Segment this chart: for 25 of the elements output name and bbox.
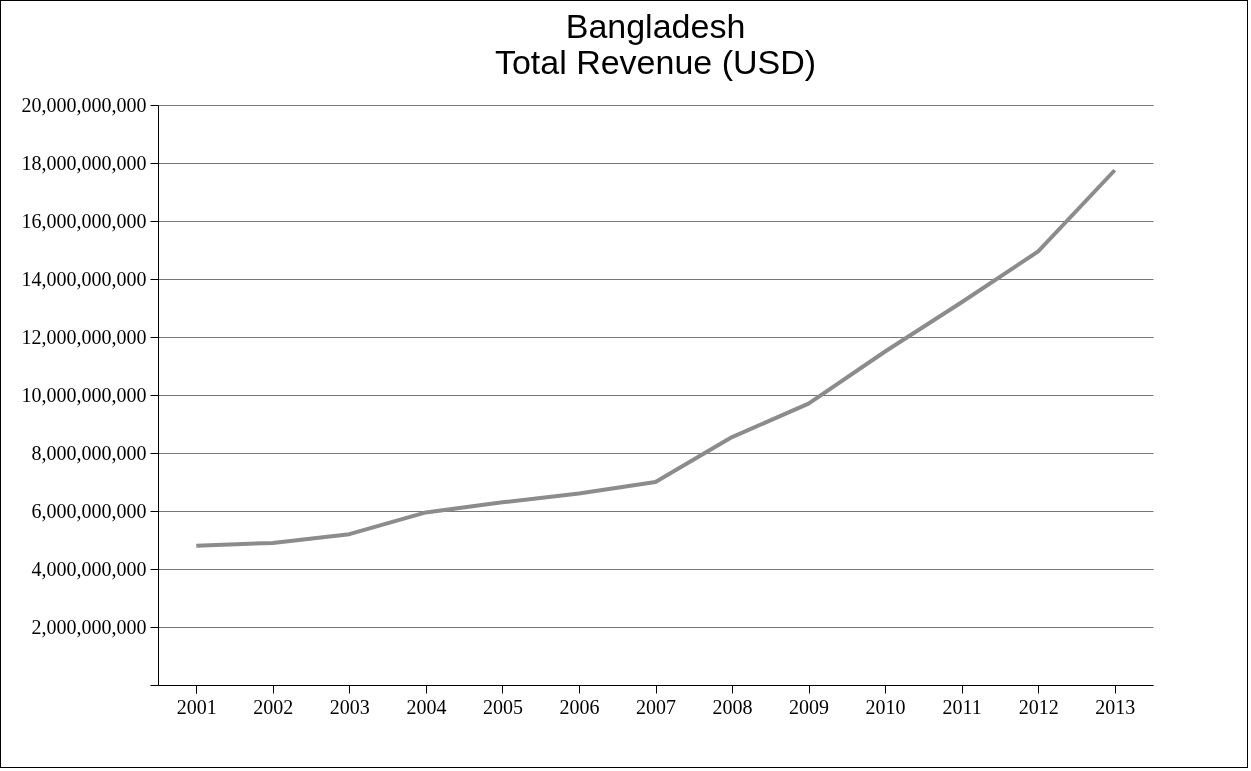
x-tick-label: 2005: [482, 695, 523, 718]
x-tick-label: 2002: [253, 695, 294, 718]
y-tick-label: 20,000,000,000: [21, 93, 147, 116]
y-tick-label: 16,000,000,000: [21, 209, 147, 232]
x-tick-label: 2012: [1018, 695, 1059, 718]
x-tick-label: 2006: [559, 695, 600, 718]
x-tick-label: 2001: [176, 695, 217, 718]
y-tick-label: 6,000,000,000: [31, 499, 147, 522]
x-tick-label: 2007: [636, 695, 676, 718]
line-series: [194, 168, 1117, 548]
x-tick-label: 2010: [865, 695, 906, 718]
y-tick-label: 2,000,000,000: [31, 615, 147, 638]
x-tick-label: 2008: [712, 695, 753, 718]
x-tick-label: 2009: [789, 695, 830, 718]
x-tick-label: 2003: [329, 695, 370, 718]
x-tick-label: 2013: [1095, 695, 1136, 718]
y-tick-label: 10,000,000,000: [21, 383, 147, 406]
x-tick-label: 2011: [942, 695, 982, 718]
chart-title: Bangladesh: [565, 7, 746, 45]
y-tick-label: 12,000,000,000: [21, 325, 147, 348]
y-tick-label: 8,000,000,000: [31, 441, 147, 464]
y-tick-label: 14,000,000,000: [21, 267, 147, 290]
y-tick-label: 4,000,000,000: [31, 557, 147, 580]
x-tick-label: 2004: [406, 695, 447, 718]
y-tick-label: 18,000,000,000: [21, 151, 147, 174]
